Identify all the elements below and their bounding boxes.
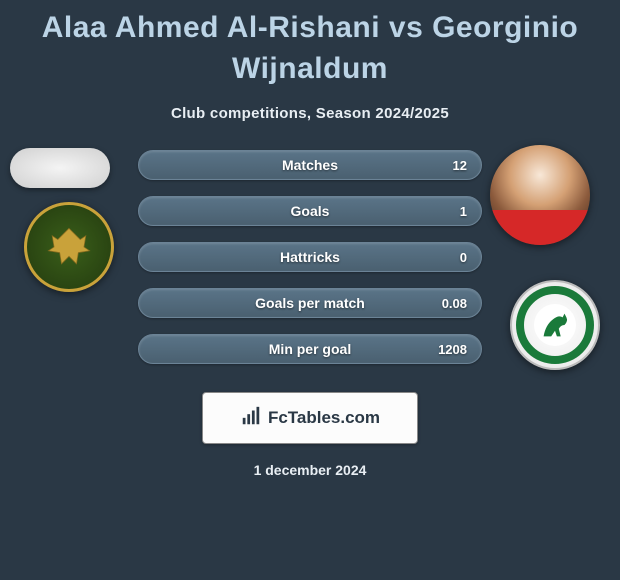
- brand-name: FcTables.com: [268, 408, 380, 428]
- stat-row: Hattricks 0: [138, 242, 482, 272]
- club-badge-left: [24, 202, 114, 292]
- stat-row: Goals per match 0.08: [138, 288, 482, 318]
- stat-label: Matches: [139, 151, 481, 179]
- stat-row: Matches 12: [138, 150, 482, 180]
- horse-icon: [534, 304, 576, 346]
- stat-label: Min per goal: [139, 335, 481, 363]
- stat-label: Hattricks: [139, 243, 481, 271]
- stat-value: 0.08: [442, 289, 467, 317]
- player-right-jersey: [490, 210, 590, 245]
- stat-bars: Matches 12 Goals 1 Hattricks 0 Goals per…: [138, 150, 482, 380]
- stat-value: 0: [460, 243, 467, 271]
- player-right-avatar: [490, 145, 590, 245]
- stat-label: Goals: [139, 197, 481, 225]
- stat-row: Goals 1: [138, 196, 482, 226]
- club-badge-right: [510, 280, 600, 370]
- season-subtitle: Club competitions, Season 2024/2025: [0, 105, 620, 122]
- stat-label: Goals per match: [139, 289, 481, 317]
- chart-icon: [240, 405, 262, 432]
- player-left-avatar: [10, 148, 110, 188]
- eagle-icon: [37, 215, 101, 279]
- brand-badge: FcTables.com: [202, 392, 418, 444]
- stat-value: 1208: [438, 335, 467, 363]
- stat-row: Min per goal 1208: [138, 334, 482, 364]
- stat-value: 12: [453, 151, 467, 179]
- snapshot-date: 1 december 2024: [0, 462, 620, 478]
- stats-comparison: Matches 12 Goals 1 Hattricks 0 Goals per…: [0, 150, 620, 380]
- stat-value: 1: [460, 197, 467, 225]
- page-title: Alaa Ahmed Al-Rishani vs Georginio Wijna…: [0, 0, 620, 89]
